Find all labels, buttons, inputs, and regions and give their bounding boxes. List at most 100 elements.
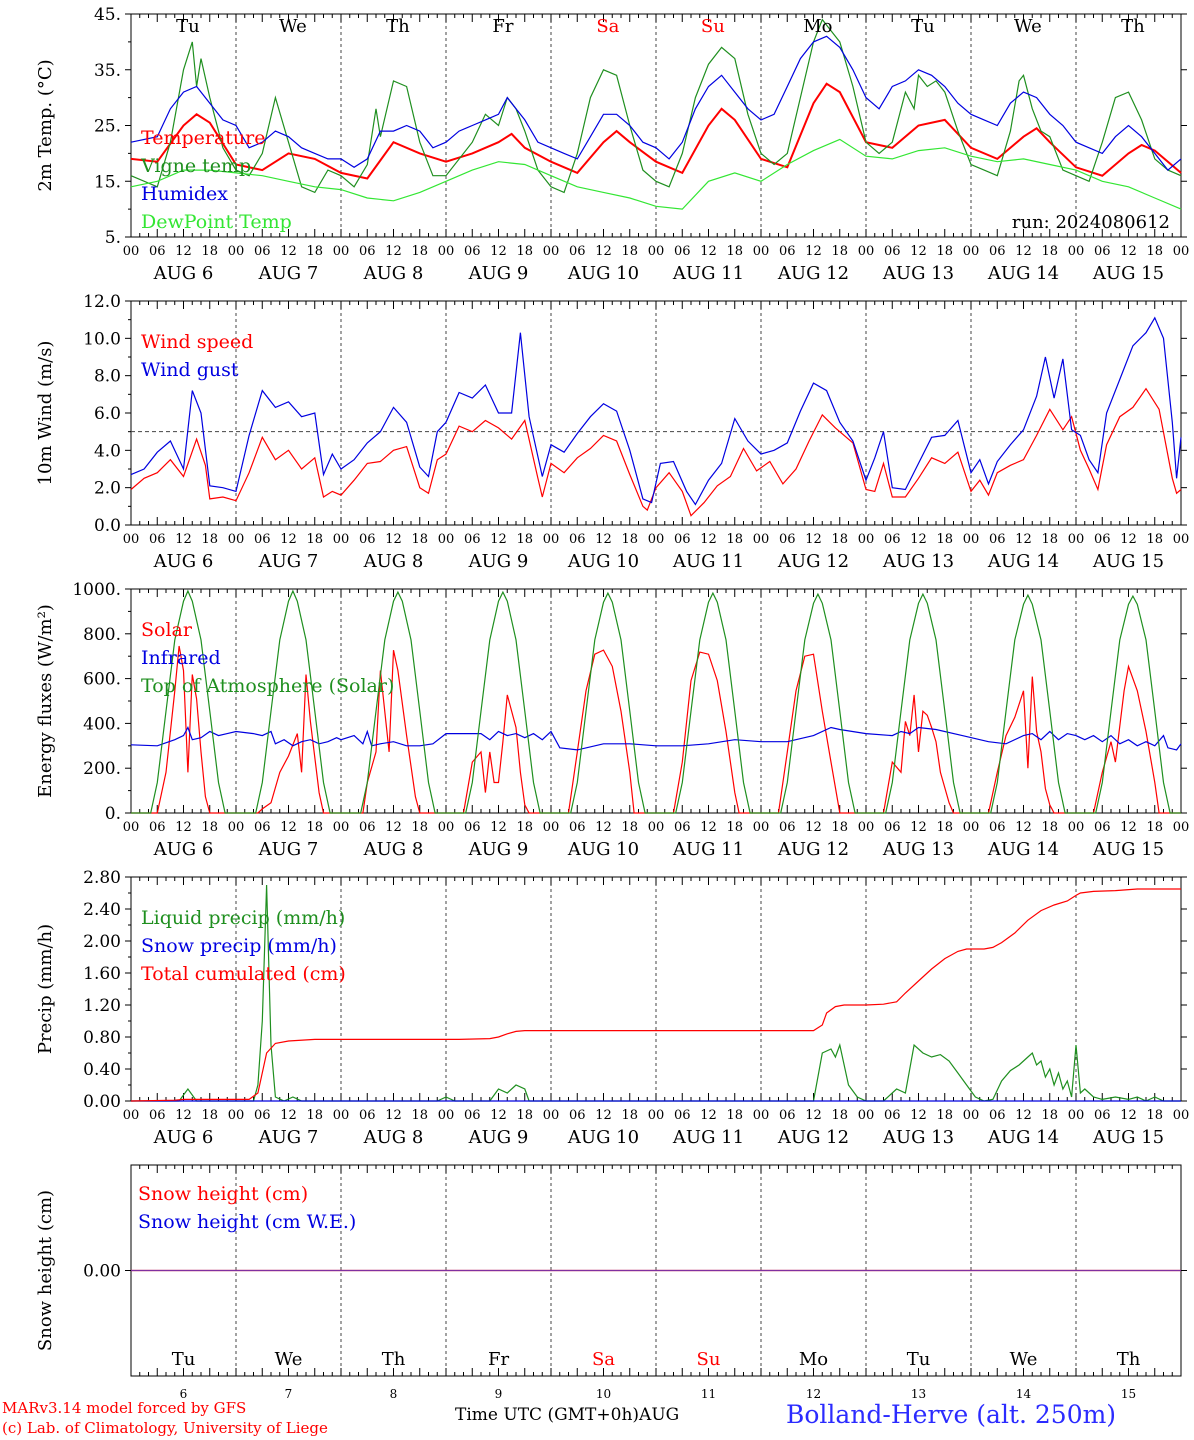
hour-label: 06 [1094,1108,1111,1123]
hour-label: 00 [543,244,560,259]
lab-credit: (c) Lab. of Climatology, University of L… [2,1419,328,1437]
date-label: AUG 12 [777,839,849,860]
hour-label: 18 [411,244,428,259]
hour-label: 00 [333,244,350,259]
y-tick-label: 400. [83,714,121,734]
hour-label: 12 [805,532,822,547]
day-name: Su [701,16,725,37]
legend-entry: Vigne temp [140,155,251,177]
hour-label: 00 [228,532,245,547]
hour-label: 18 [1041,532,1058,547]
hour-label: 18 [1146,532,1163,547]
series-line-infrared [130,726,1182,751]
hour-label: 06 [1094,532,1111,547]
day-number: 14 [1016,1387,1032,1401]
hour-label: 18 [1041,820,1058,835]
plot-frame [130,13,1182,238]
panel-5: 0.00 Snow height (cm) Snow height (cm) Snow… [35,1164,1187,1401]
day-name: Th [386,16,410,37]
day-number: 13 [911,1387,926,1401]
hour-label: 00 [123,244,140,259]
day-name: Tu [176,16,200,37]
hour-label: 00 [333,820,350,835]
hour-label: 18 [936,1108,953,1123]
date-label: AUG 7 [258,1127,319,1148]
date-label: AUG 8 [363,551,424,572]
date-label: AUG 11 [672,551,744,572]
hour-label: 12 [175,1108,192,1123]
hour-label: 12 [910,1108,927,1123]
y-tick-label: 1.20 [83,996,121,1016]
hour-label: 18 [1041,1108,1058,1123]
hour-label: 12 [1015,244,1032,259]
series-line-total-cumulated-cm- [130,888,1181,1102]
day-name: Mo [803,16,832,37]
hour-label: 06 [884,1108,901,1123]
date-label: AUG 9 [468,551,529,572]
hour-label: 06 [779,1108,796,1123]
panel-4: 0.00 0.40 0.80 1.20 1.60 2.00 2.40 2.80 Precip (… [35,868,1189,1148]
date-label: AUG 11 [672,263,744,284]
hour-label: 18 [411,1108,428,1123]
hour-label: 00 [858,532,875,547]
date-label: AUG 11 [672,1127,744,1148]
day-name: We [275,1349,303,1370]
hour-label: 12 [595,244,612,259]
hour-label: 12 [490,820,507,835]
hour-label: 12 [1015,1108,1032,1123]
hour-label: 12 [700,532,717,547]
hour-label: 06 [1094,820,1111,835]
hour-label: 00 [543,532,560,547]
hour-label: 18 [516,532,533,547]
hour-label: 00 [753,532,770,547]
day-name: Su [697,1349,721,1370]
day-name: We [1014,16,1042,37]
hour-label: 00 [753,244,770,259]
legend-entry: Wind gust [141,359,239,381]
hour-label: 12 [490,1108,507,1123]
date-label: AUG 13 [882,263,954,284]
day-number: 6 [180,1387,188,1401]
legend-entry: Top of Atmosphere (Solar) [141,675,394,697]
hour-label: 06 [989,1108,1006,1123]
hour-label: 00 [438,820,455,835]
legend-entry: Total cumulated (cm) [141,963,346,985]
hour-label: 06 [884,820,901,835]
y-tick-label: 0.40 [83,1060,121,1080]
hour-label: 00 [648,244,665,259]
day-name: Sa [596,16,619,37]
day-name: We [279,16,307,37]
y-tick-label: 12.0 [83,292,121,312]
hour-label: 00 [963,1108,980,1123]
date-label: AUG 6 [153,551,214,572]
hour-label: 06 [779,820,796,835]
hour-label: 12 [385,820,402,835]
hour-label: 00 [123,1108,140,1123]
hour-label: 12 [805,820,822,835]
date-label: AUG 6 [153,1127,214,1148]
hour-label: 12 [385,244,402,259]
hour-label: 00 [123,820,140,835]
hour-label: 00 [753,1108,770,1123]
hour-label: 00 [1173,820,1190,835]
hour-label: 12 [1015,820,1032,835]
date-label: AUG 6 [153,263,214,284]
panel-2: 0.0 2.0 4.0 6.0 8.0 10.0 12.0 10m Wind (m/s) Win… [35,292,1189,572]
hour-label: 12 [595,1108,612,1123]
hour-label: 06 [359,820,376,835]
date-label: AUG 15 [1092,551,1164,572]
hour-label: 18 [1146,244,1163,259]
y-tick-label: 2.00 [83,932,121,952]
hour-label: 18 [936,532,953,547]
y-axis-label: Energy fluxes (W/m²) [35,604,56,798]
hour-label: 00 [1173,1108,1190,1123]
hour-label: 06 [359,1108,376,1123]
day-name: Tu [907,1349,931,1370]
date-label: AUG 14 [987,263,1059,284]
day-name: Sa [592,1349,615,1370]
hour-label: 18 [726,244,743,259]
hour-label: 18 [516,820,533,835]
hour-label: 12 [910,244,927,259]
legend-entry: Snow precip (mm/h) [141,935,337,957]
hour-label: 12 [805,244,822,259]
